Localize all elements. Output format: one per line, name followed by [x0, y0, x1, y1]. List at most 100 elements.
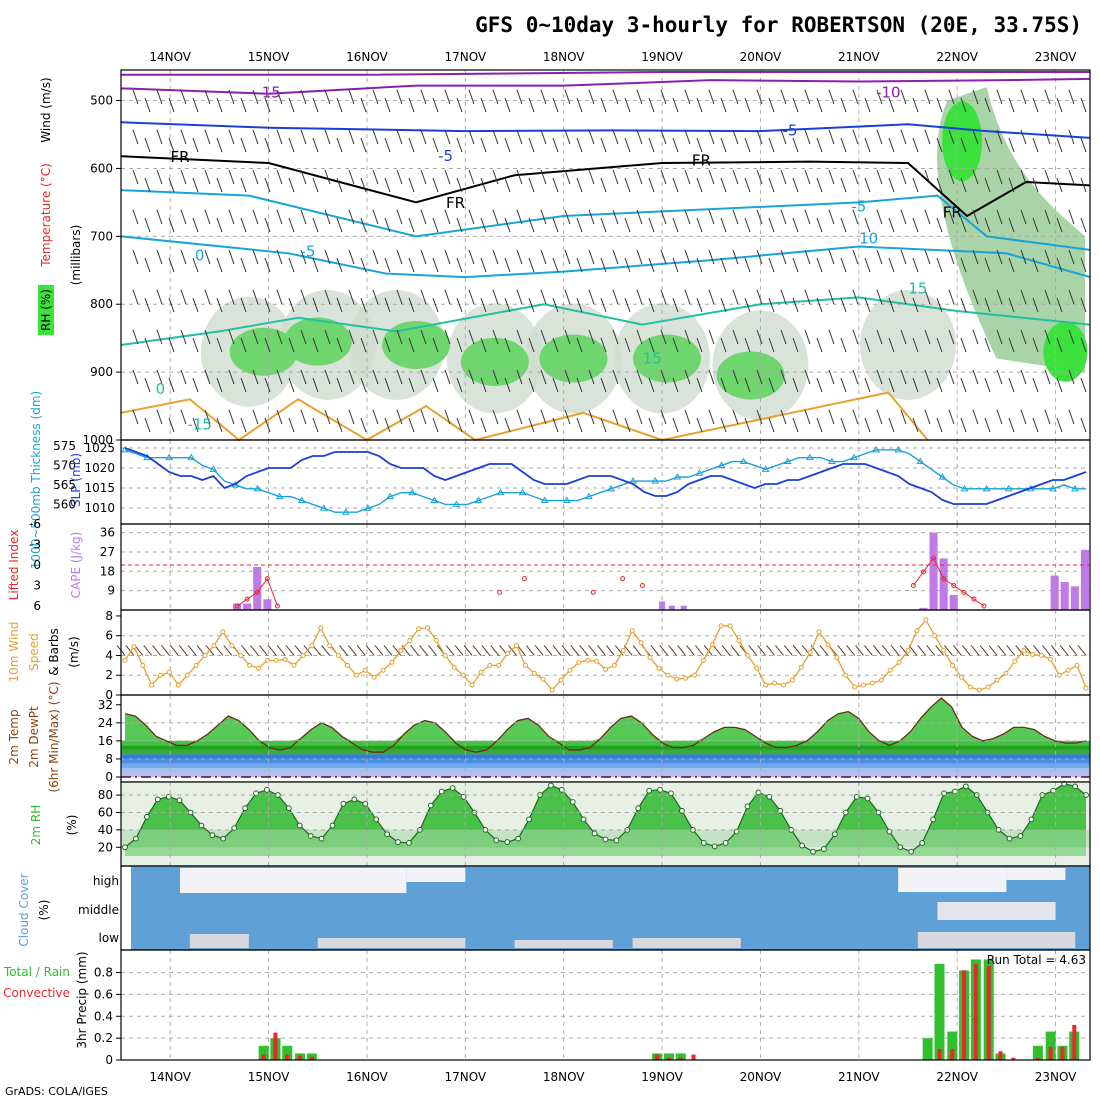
rh-legend-swatch	[38, 285, 54, 335]
wind-barb	[444, 289, 451, 305]
wind-barb	[1008, 377, 1015, 393]
rh2m-marker	[1028, 816, 1035, 823]
wind-barb	[288, 137, 295, 153]
wind-barb	[624, 257, 631, 273]
wind-barb	[288, 217, 295, 233]
wind-barb	[408, 137, 415, 153]
wind-barb	[936, 297, 943, 313]
wind-barb	[744, 257, 751, 273]
wind-barb	[588, 169, 595, 185]
date-labels-top: 14NOV 15NOV 16NOV 17NOV 18NOV 19NOV 20NOV 21NOV…	[149, 50, 1077, 64]
wind-barb	[636, 209, 643, 225]
upper-air-unit-label: (millibars)	[69, 225, 83, 286]
wind-barb	[660, 209, 667, 225]
wind-barb	[300, 89, 307, 105]
wind-barb	[840, 177, 847, 193]
wind10m-ylabel-1: 10m Wind	[7, 622, 21, 683]
wind-barb	[864, 177, 871, 193]
rh2m-marker	[242, 805, 249, 812]
cloud-high	[180, 868, 407, 893]
wind-speed-marker	[220, 629, 226, 635]
wind-barb	[300, 329, 307, 345]
wind-speed-marker	[202, 652, 208, 658]
wind-barb	[852, 369, 859, 385]
wind-speed-marker	[1065, 667, 1071, 673]
precip-convective-bar	[998, 1051, 1003, 1060]
wind-barb	[444, 209, 451, 225]
wind-barb	[648, 97, 655, 113]
wind-barb	[504, 337, 511, 353]
lifted-index-marker	[941, 576, 947, 582]
wind-barb	[144, 97, 151, 113]
wind-barb	[204, 289, 211, 305]
wind-barb	[828, 249, 835, 265]
wind-barb	[348, 169, 355, 185]
wind-barb	[780, 209, 787, 225]
contour-label: FR	[692, 151, 711, 169]
cloud-low	[189, 934, 249, 948]
wind-barb	[384, 297, 391, 313]
wind-barb	[312, 97, 319, 113]
wind-barb	[792, 177, 799, 193]
lifted-index-marker	[920, 569, 926, 575]
wind-barb	[384, 257, 391, 273]
thickness-tick-label: 560	[53, 497, 76, 511]
rh2m-marker	[143, 813, 150, 820]
wind-barb	[480, 177, 487, 193]
thickness-marker	[717, 461, 726, 468]
wind-barb	[1020, 369, 1027, 385]
wind-barb	[970, 645, 980, 656]
wind-barb	[936, 257, 943, 273]
wind-barb	[285, 645, 295, 656]
cape-bar	[919, 607, 928, 610]
wind-barb	[348, 249, 355, 265]
wind-barb	[156, 409, 163, 425]
thickness-marker	[938, 473, 947, 480]
wind-barb	[804, 169, 811, 185]
cape-bar	[253, 567, 262, 610]
date-label-top: 23NOV	[1035, 50, 1077, 64]
temperature2m-y-tick-label: 32	[98, 698, 113, 712]
precip-convective-bar	[309, 1056, 314, 1060]
wind-barb	[132, 209, 139, 225]
wind-barb	[597, 645, 606, 656]
rh2m-marker	[318, 835, 325, 842]
wind-barb	[708, 289, 715, 305]
wind-barb	[276, 169, 283, 185]
wind-barb	[324, 129, 331, 145]
wind-barb	[864, 645, 873, 656]
thickness-tick-label: 565	[53, 478, 76, 492]
rh2m-marker	[406, 840, 412, 846]
temperature-band	[121, 767, 1090, 773]
lifted-index-marker	[590, 589, 596, 595]
wind-barb	[348, 89, 355, 105]
wind-barb	[684, 329, 691, 345]
wind-barb	[321, 645, 331, 656]
temperature2m-ylabel-3: (6hr Min/Max) (°C)	[47, 681, 61, 792]
wind-barb	[267, 645, 277, 656]
wind-barb	[552, 417, 559, 433]
wind-barb	[204, 369, 211, 385]
wind-barb	[1042, 645, 1051, 656]
wind-barb	[250, 645, 259, 656]
wind-barb	[924, 369, 931, 385]
temperature-band	[121, 745, 1090, 750]
wind-barb	[408, 377, 415, 393]
humid-layer-shading	[382, 320, 451, 369]
precip-convective-bar	[1060, 1046, 1065, 1060]
wind-barb	[480, 417, 487, 433]
wind-barb	[636, 129, 643, 145]
lifted-index-tick-label: -3	[29, 538, 41, 552]
wind-barb	[504, 97, 511, 113]
wind-barb	[792, 137, 799, 153]
rh2m-marker	[165, 793, 172, 800]
wind-barb	[336, 177, 343, 193]
wind-barb	[988, 645, 998, 656]
wind-speed-marker	[247, 662, 253, 668]
wind-barb	[828, 89, 835, 105]
wind-barb	[324, 289, 331, 305]
wind-barb	[1006, 645, 1016, 656]
wind-barb	[516, 409, 523, 425]
wind-barb	[396, 329, 403, 345]
wind-barb	[924, 249, 931, 265]
